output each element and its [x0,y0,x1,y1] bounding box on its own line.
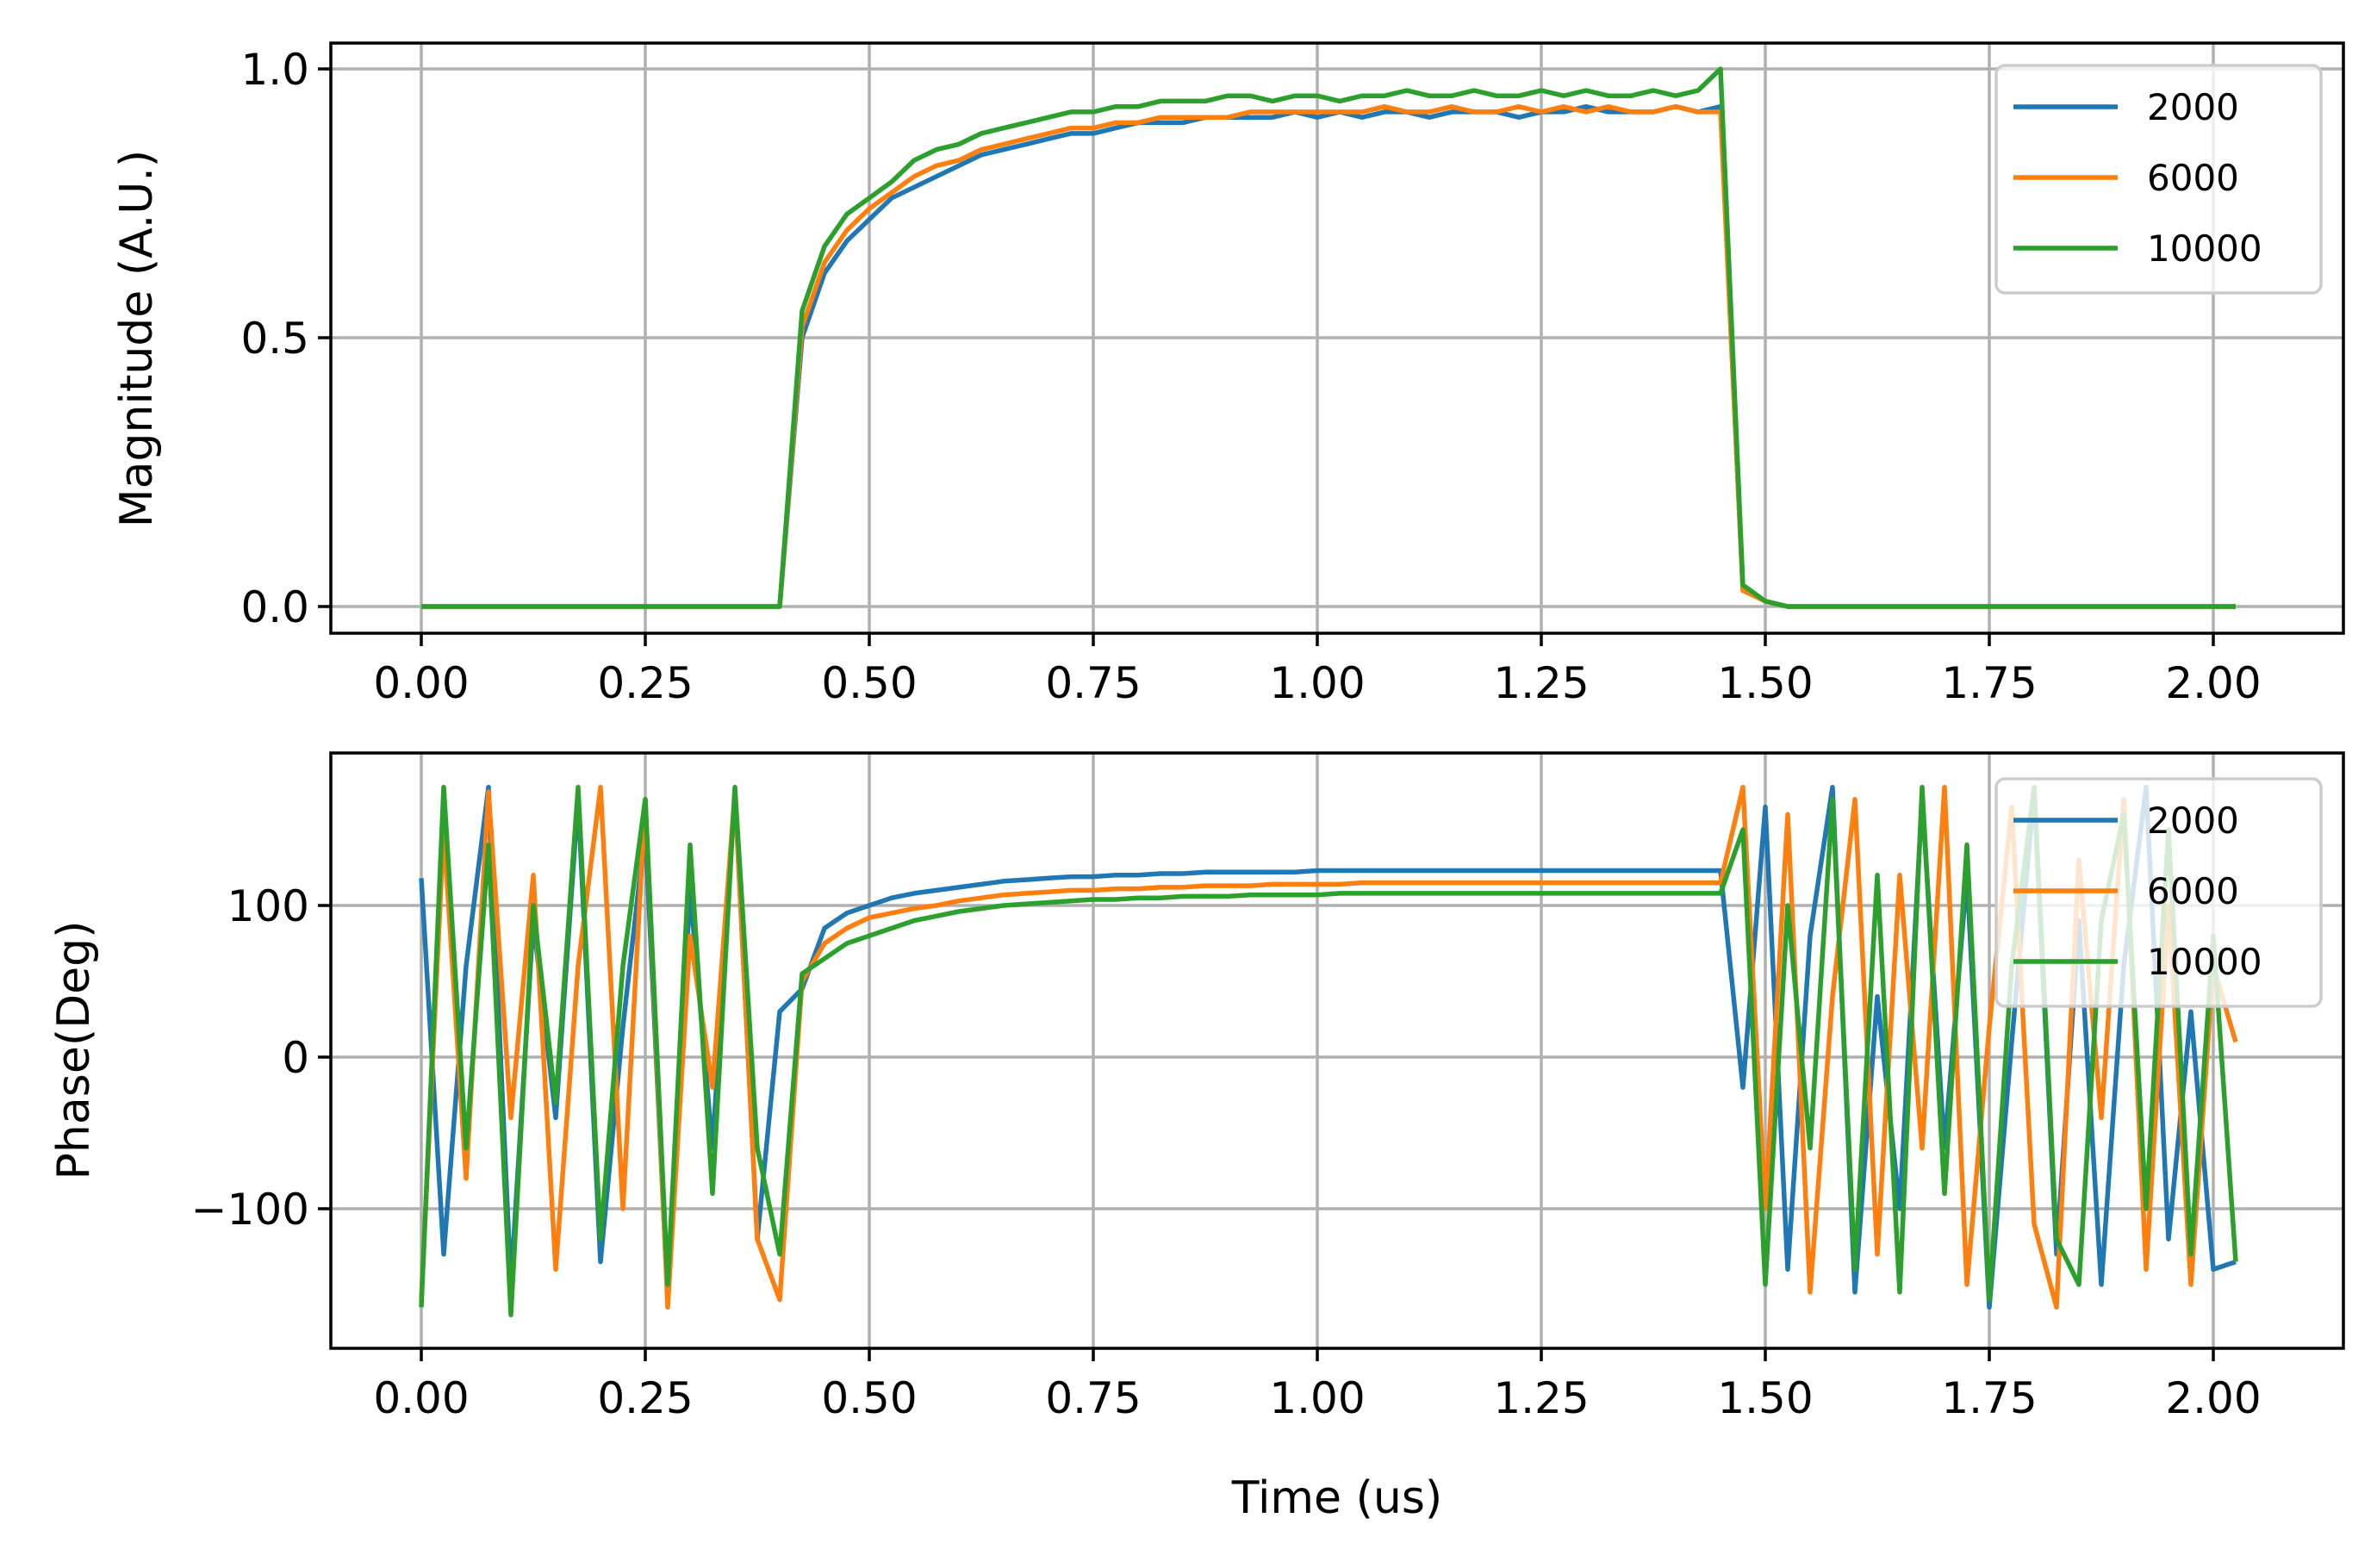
y-tick-label: 100 [227,881,309,931]
x-tick-label: 0.50 [821,1373,917,1423]
phase-subplot: 0.00 0.25 0.50 0.75 1.00 1.25 1.50 1.75 2.00 −100… [191,751,2345,1423]
y-tick-label: −100 [191,1185,309,1235]
axes-frame [329,751,2345,1350]
legend-label: 2000 [2147,800,2239,842]
legend-label: 10000 [2147,227,2262,270]
y-tick-label: 0.0 [240,582,309,632]
x-tick-label: 1.00 [1269,658,1365,708]
x-tick-label: 1.75 [1941,1373,2037,1423]
legend-label: 10000 [2147,941,2262,983]
x-tick-label: 1.50 [1717,658,1813,708]
x-tick-label: 0.00 [373,1373,469,1423]
legend: 2000 6000 10000 [1994,777,2323,1008]
x-tick-label: 0.25 [597,658,693,708]
x-tick-label: 1.75 [1941,658,2037,708]
series-line-10000 [419,784,2238,1317]
x-tick-label: 1.25 [1493,1373,1589,1423]
x-tick-label: 1.50 [1717,1373,1813,1423]
y-tick-label: 0 [282,1033,309,1083]
legend-box [1994,64,2323,295]
axes-frame [329,41,2345,635]
x-tick-label: 1.25 [1493,658,1589,708]
x-tick-label: 0.50 [821,658,917,708]
legend-box [1994,777,2323,1008]
magnitude-y-axis-label: Magnitude (A.U.) [111,150,163,527]
x-tick-label: 0.00 [373,658,469,708]
series-line-10000 [421,66,2236,609]
legend-label: 2000 [2147,86,2239,128]
x-tick-label: 1.00 [1269,1373,1365,1423]
y-tick-label: 1.0 [240,45,309,95]
phase-y-axis-label: Phase(Deg) [48,921,100,1180]
x-tick-label: 0.25 [597,1373,693,1423]
x-tick-label: 2.00 [2165,1373,2261,1423]
legend-label: 6000 [2147,870,2239,912]
x-tick-label: 0.75 [1045,1373,1141,1423]
legend-label: 6000 [2147,157,2239,199]
x-tick-label: 0.75 [1045,658,1141,708]
x-axis-label: Time (us) [1231,1472,1442,1524]
legend: 2000 6000 10000 [1994,64,2323,295]
magnitude-subplot: 0.00 0.25 0.50 0.75 1.00 1.25 1.50 1.75 2.00 0.0 0… [240,41,2345,708]
x-tick-label: 2.00 [2165,658,2261,708]
y-tick-label: 0.5 [240,314,309,364]
